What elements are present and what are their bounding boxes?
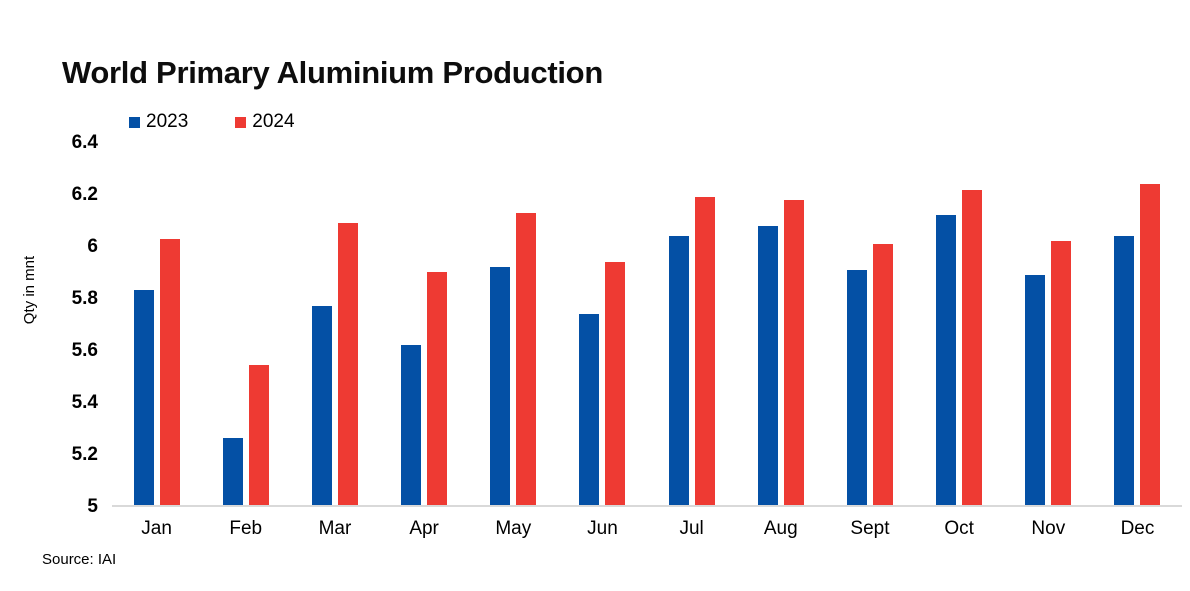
month-group-dec bbox=[1093, 143, 1182, 505]
bar-2024-oct bbox=[962, 189, 983, 505]
bar-2023-apr bbox=[401, 344, 422, 505]
y-tick-5: 5 bbox=[87, 496, 98, 517]
y-tick-6-2: 6.2 bbox=[71, 184, 98, 205]
y-tick-5-8: 5.8 bbox=[71, 288, 98, 309]
bar-2023-jun bbox=[579, 313, 600, 505]
month-group-mar bbox=[290, 143, 379, 505]
y-axis-ticks: 5 5.2 5.4 5.6 5.8 6 6.2 6.4 bbox=[40, 132, 98, 517]
month-group-feb bbox=[201, 143, 290, 505]
bar-2024-aug bbox=[783, 199, 804, 505]
x-axis-labels: Jan Feb Mar Apr May Jun Jul Aug Sept Oct Nov Dec bbox=[112, 518, 1182, 540]
bar-2023-dec bbox=[1114, 236, 1135, 505]
x-tick-jan: Jan bbox=[141, 518, 172, 539]
month-group-oct bbox=[915, 143, 1004, 505]
month-group-apr bbox=[380, 143, 469, 505]
bar-2023-mar bbox=[311, 305, 332, 505]
bar-2023-oct bbox=[936, 215, 957, 505]
month-group-nov bbox=[1004, 143, 1093, 505]
x-tick-oct: Oct bbox=[944, 518, 974, 539]
bar-2024-jul bbox=[694, 197, 715, 505]
legend-swatch-icon-2023 bbox=[129, 116, 140, 128]
legend-item-2024: 2024 bbox=[235, 111, 295, 133]
source-note: Source: IAI bbox=[42, 551, 117, 568]
x-tick-mar: Mar bbox=[318, 518, 352, 539]
month-group-sept bbox=[825, 143, 914, 505]
bar-2024-sept bbox=[872, 243, 893, 505]
bar-2023-aug bbox=[757, 225, 778, 505]
y-axis-title: Qty in mnt bbox=[21, 255, 38, 325]
bar-2024-mar bbox=[337, 223, 358, 505]
bar-2023-may bbox=[490, 267, 511, 505]
bar-2024-jun bbox=[605, 261, 626, 505]
legend: 2023 2024 bbox=[129, 111, 295, 133]
plot-area bbox=[112, 143, 1182, 507]
month-group-aug bbox=[736, 143, 825, 505]
bar-2023-jul bbox=[668, 236, 689, 505]
legend-swatch-icon-2024 bbox=[235, 116, 247, 128]
month-group-may bbox=[469, 143, 558, 505]
month-group-jun bbox=[558, 143, 647, 505]
x-tick-may: May bbox=[495, 518, 532, 539]
x-tick-nov: Nov bbox=[1031, 518, 1066, 539]
bar-2023-jan bbox=[133, 290, 154, 505]
bar-2024-nov bbox=[1051, 241, 1072, 505]
legend-item-2023: 2023 bbox=[129, 111, 188, 133]
bar-2024-may bbox=[516, 212, 537, 505]
legend-label-2023: 2023 bbox=[146, 111, 189, 132]
y-tick-6-4: 6.4 bbox=[71, 132, 98, 153]
chart-title: World Primary Aluminium Production bbox=[62, 55, 603, 90]
bar-2023-nov bbox=[1025, 274, 1046, 505]
y-tick-5-6: 5.6 bbox=[71, 340, 98, 361]
bar-2023-sept bbox=[846, 269, 867, 505]
bar-2023-feb bbox=[222, 437, 243, 505]
bar-2024-jan bbox=[159, 238, 180, 505]
y-tick-5-2: 5.2 bbox=[71, 444, 98, 465]
bar-2024-feb bbox=[248, 365, 269, 505]
y-tick-6: 6 bbox=[87, 236, 98, 257]
bar-2024-dec bbox=[1140, 184, 1161, 505]
x-tick-dec: Dec bbox=[1120, 518, 1155, 539]
x-tick-aug: Aug bbox=[763, 518, 798, 539]
x-tick-jul: Jul bbox=[679, 518, 704, 539]
x-tick-sept: Sept bbox=[850, 518, 890, 539]
legend-label-2024: 2024 bbox=[252, 111, 295, 132]
bar-2024-apr bbox=[427, 272, 448, 505]
month-group-jul bbox=[647, 143, 736, 505]
x-tick-apr: Apr bbox=[409, 518, 439, 539]
x-tick-jun: Jun bbox=[587, 518, 618, 539]
y-tick-5-4: 5.4 bbox=[71, 392, 98, 413]
x-tick-feb: Feb bbox=[229, 518, 263, 539]
month-group-jan bbox=[112, 143, 201, 505]
